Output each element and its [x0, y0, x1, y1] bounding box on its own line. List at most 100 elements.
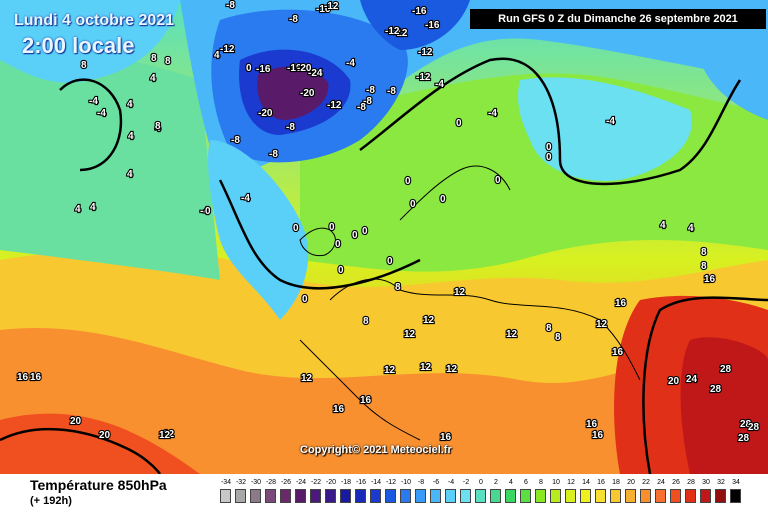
isotherm-value-label: 8 — [165, 56, 171, 67]
isotherm-zero-east — [359, 57, 742, 186]
isotherm-value-label: 16 — [586, 419, 598, 430]
scale-swatch — [625, 489, 636, 503]
isotherm-value-label: -8 — [226, 0, 235, 11]
scale-swatch — [295, 489, 306, 503]
isotherm-value-label: 0 — [456, 118, 462, 129]
scale-swatch — [430, 489, 441, 503]
isotherm-value-label: -20 — [297, 63, 312, 74]
forecast-local-time: 2:00 locale — [22, 33, 135, 58]
isotherm-value-label: 0 — [410, 199, 416, 210]
scale-swatch — [265, 489, 276, 503]
scale-label: 6 — [524, 479, 528, 486]
isotherm-value-label: 12 — [596, 319, 608, 330]
scale-swatch — [730, 489, 741, 503]
isotherm-value-label: -8 — [289, 14, 298, 25]
temperature-map: -16 -16 -12 -8 -8 -12 -12 -16 -12 -8 -20 -24 -20 -16-… — [0, 0, 768, 474]
isotherm-value-label: -12 — [416, 72, 431, 83]
model-run-banner: Run GFS 0 Z du Dimanche 26 septembre 202… — [470, 9, 766, 29]
isotherm-value-label: -12 — [324, 1, 339, 12]
isotherm-value-label: 28 — [748, 422, 760, 433]
isotherm-value-label: 8 — [81, 60, 87, 71]
isotherm-value-label: -8 — [269, 149, 278, 160]
isotherm-value-label: 8 — [546, 323, 552, 334]
isotherm-value-label: 0 — [352, 230, 358, 241]
isotherm-value-label: 12 — [404, 329, 416, 340]
isotherm-value-label: -4 — [606, 116, 615, 127]
isotherm-twenty — [0, 427, 162, 474]
isotherm-value-label: -16 — [256, 64, 271, 75]
isotherm-value-label: 0 — [246, 63, 252, 74]
isotherm-value-label: 28 — [738, 433, 750, 444]
scale-label: 26 — [672, 479, 680, 486]
scale-swatch — [565, 489, 576, 503]
isotherm-value-label: 8 — [395, 282, 401, 293]
isotherm-value-label: -12 — [393, 28, 408, 39]
scale-swatch — [490, 489, 501, 503]
forecast-date: Lundi 4 octobre 2021 — [14, 12, 175, 29]
atlantic-mid — [0, 51, 220, 280]
scale-swatch — [385, 489, 396, 503]
isotherm-value-label: 12 — [506, 329, 518, 340]
isotherm-value-label: 12 — [301, 373, 313, 384]
scale-swatch — [685, 489, 696, 503]
isotherm-value-label: 28 — [710, 384, 722, 395]
scale-label: 30 — [702, 479, 710, 486]
isotherm-value-label: 4 — [90, 202, 96, 213]
scale-swatch — [535, 489, 546, 503]
isotherm-value-label: 0 — [338, 265, 344, 276]
scale-swatch — [505, 489, 516, 503]
scale-label: 34 — [732, 479, 740, 486]
isotherm-value-label: 0 — [335, 239, 341, 250]
isotherm-value-label: 8 — [363, 316, 369, 327]
scale-swatch — [520, 489, 531, 503]
scale-swatch — [700, 489, 711, 503]
scale-label: 28 — [687, 479, 695, 486]
isotherm-value-label: 20 — [70, 416, 82, 427]
isotherm-value-label: -4 — [346, 58, 355, 69]
cold-tongue — [208, 140, 309, 320]
isotherm-value-label: 4 — [128, 131, 134, 142]
isotherm-value-label: -4 — [488, 108, 497, 119]
isotherm-value-label: 0 — [362, 226, 368, 237]
isotherm-value-label: -16 — [412, 6, 427, 17]
scale-label: -4 — [447, 479, 455, 486]
scale-label: -28 — [265, 479, 277, 486]
isotherm-value-label: -4 — [89, 96, 98, 107]
isotherm-value-label: 4 — [660, 220, 666, 231]
scale-label: 32 — [717, 479, 725, 486]
scale-label: 14 — [582, 479, 590, 486]
isotherm-value-label: 20 — [668, 376, 680, 387]
cold-core-min — [257, 66, 329, 120]
scale-label: -20 — [325, 479, 337, 486]
scale-swatch — [280, 489, 291, 503]
isotherm-value-label: -24 — [308, 68, 323, 79]
isotherm-value-label: -20 — [300, 88, 315, 99]
scale-label: 12 — [567, 479, 575, 486]
isotherm-value-label: -12 — [220, 44, 235, 55]
isotherm-value-label: 12 — [420, 362, 432, 373]
scale-label: 22 — [642, 479, 650, 486]
scale-label: -8 — [417, 479, 425, 486]
isotherm-value-label: 16 — [440, 432, 452, 443]
isotherm-value-label: -16 — [316, 4, 331, 15]
coast-british-isles — [299, 227, 336, 257]
hot-se-core — [680, 337, 768, 474]
scale-swatch — [310, 489, 321, 503]
coast-baltic — [399, 165, 511, 221]
scale-label: -18 — [340, 479, 352, 486]
isotherm-value-label: 16 — [360, 395, 372, 406]
isotherm-value-label: -20 — [258, 108, 273, 119]
isotherm-value-label: 12 — [163, 429, 175, 440]
scale-swatch — [610, 489, 621, 503]
scale-swatch — [355, 489, 366, 503]
scale-swatch — [220, 489, 231, 503]
scale-swatch — [445, 489, 456, 503]
isotherm-value-label: 0 — [302, 294, 308, 305]
cold-ne — [700, 20, 768, 120]
isotherm-value-label: -8 — [231, 135, 240, 146]
scale-swatch — [550, 489, 561, 503]
hot-band — [0, 328, 768, 474]
isotherm-value-label: 28 — [720, 364, 732, 375]
scale-swatch — [340, 489, 351, 503]
scale-label: 4 — [509, 479, 513, 486]
